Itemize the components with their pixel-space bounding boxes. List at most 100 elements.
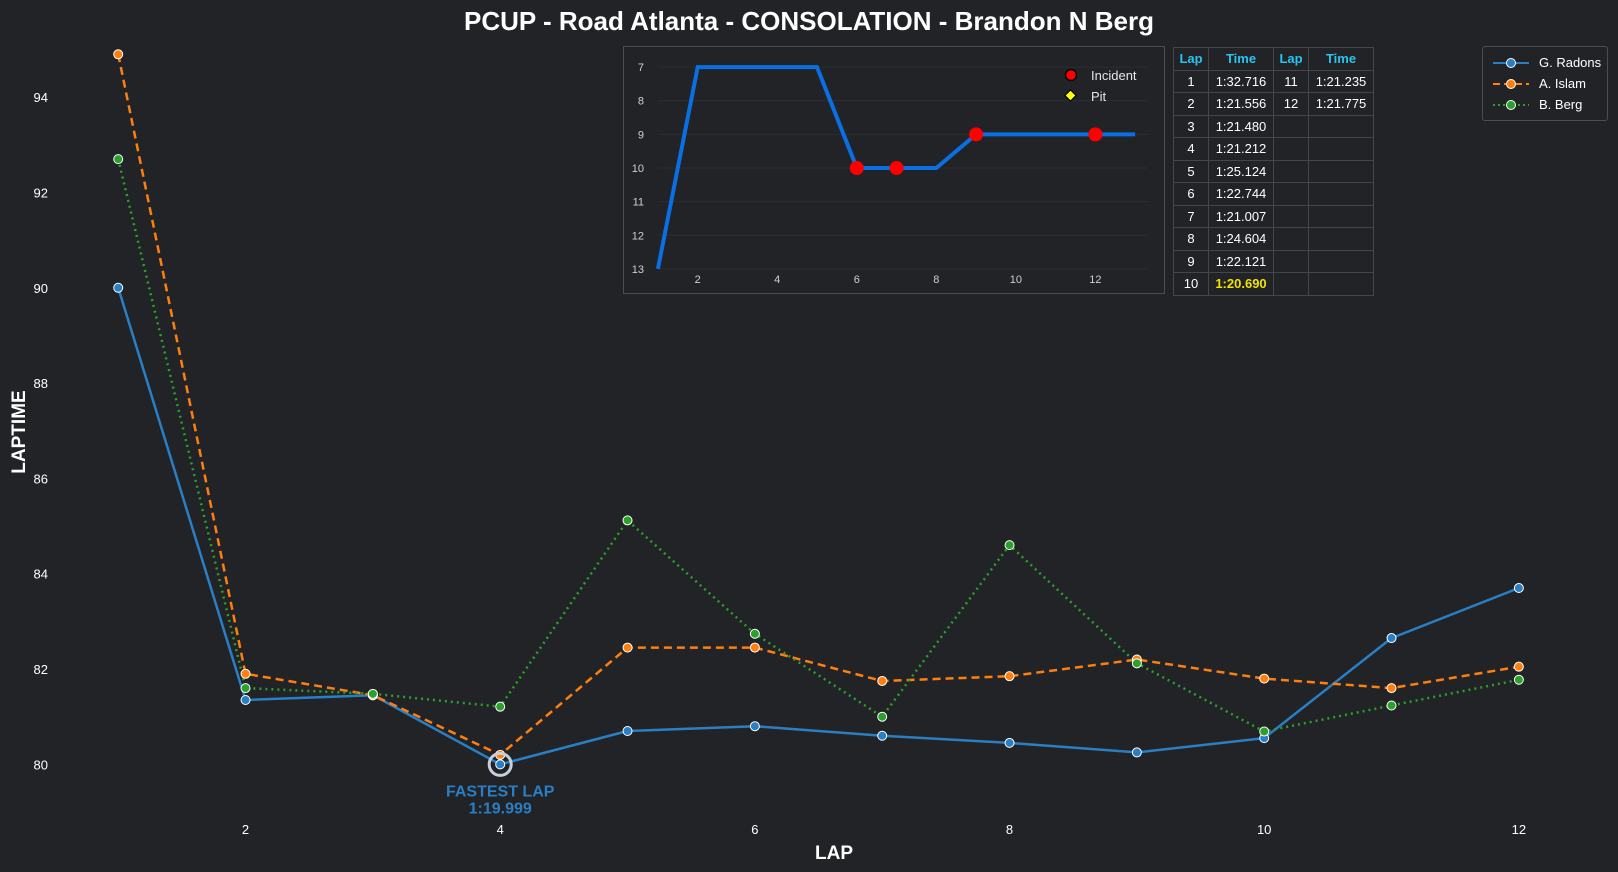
legend-label: B. Berg: [1539, 97, 1583, 112]
lap-number-cell: [1273, 272, 1309, 296]
series-lines: [116, 54, 1520, 766]
lap-time-cell: 1:22.121: [1208, 249, 1274, 273]
lap-number-cell: 2: [1173, 92, 1209, 116]
incident-marker: [889, 161, 904, 175]
data-point: [1131, 658, 1142, 669]
lap-number-cell: 9: [1173, 249, 1209, 273]
lap-number-cell: 11: [1273, 69, 1309, 93]
y-tick-label: 82: [34, 662, 48, 677]
inset-y-tick-label: 10: [632, 163, 644, 175]
inset-x-tick-label: 8: [933, 274, 939, 286]
inset-y-tick-label: 7: [638, 62, 644, 74]
lap-number-cell: 10: [1173, 272, 1209, 296]
inset-x-tick-label: 2: [695, 274, 701, 286]
x-tick-label: 6: [751, 822, 758, 837]
lap-number-cell: [1273, 204, 1309, 228]
lap-times-table: Lap Time Lap Time 1 1:32.716 11 1:21.235 2 1:…: [1173, 47, 1374, 296]
x-tick-label: 12: [1512, 822, 1526, 837]
lap-number-cell: [1273, 137, 1309, 161]
lap-time-cell: 1:21.775: [1308, 92, 1374, 116]
lap-number-cell: 5: [1173, 159, 1209, 183]
incident-legend-label: Incident: [1091, 68, 1137, 83]
time-column-header: Time: [1208, 47, 1274, 71]
inset-x-tick-label: 10: [1010, 274, 1022, 286]
lap-table-row: 2 1:21.556 12 1:21.775: [1173, 92, 1374, 116]
lap-table-header: Lap Time Lap Time: [1173, 47, 1374, 71]
legend-line-radons: [1493, 58, 1529, 68]
y-tick-labels: 80 82 84 86 88 90 92 94: [34, 90, 48, 772]
x-tick-label: 8: [1006, 822, 1013, 837]
data-point: [749, 721, 760, 732]
lap-time-cell: 1:21.480: [1208, 114, 1274, 138]
data-point: [495, 759, 506, 770]
lap-number-cell: 6: [1173, 182, 1209, 206]
data-point: [240, 695, 251, 706]
incident-legend-icon: [1064, 68, 1078, 82]
lap-time-cell: 1:32.716: [1208, 69, 1274, 93]
y-tick-label: 86: [34, 471, 48, 486]
y-tick-label: 88: [34, 376, 48, 391]
lap-time-cell: 1:21.235: [1308, 69, 1374, 93]
series-line-0: [117, 287, 1520, 766]
data-point: [1004, 540, 1015, 551]
lap-table-row: 5 1:25.124: [1173, 159, 1374, 183]
data-point: [622, 725, 633, 736]
data-point: [1386, 633, 1397, 644]
data-point: [495, 701, 506, 712]
x-axis-label: LAP: [815, 843, 853, 864]
data-point: [1131, 747, 1142, 758]
lap-table-row: 1 1:32.716 11 1:21.235: [1173, 69, 1374, 93]
lap-number-cell: [1273, 249, 1309, 273]
lap-column-header: Lap: [1273, 47, 1309, 71]
lap-time-cell: [1308, 227, 1374, 251]
inset-x-tick-label: 4: [774, 274, 780, 286]
y-tick-label: 94: [34, 90, 48, 105]
x-tick-label: 2: [242, 822, 249, 837]
fastest-lap-label: FASTEST LAP: [446, 783, 555, 800]
data-point: [113, 282, 124, 293]
inset-y-tick-label: 11: [633, 197, 644, 209]
data-point: [1386, 700, 1397, 711]
legend-item-berg: B. Berg: [1491, 95, 1607, 115]
data-point: [240, 683, 251, 694]
lap-number-cell: 7: [1173, 204, 1209, 228]
legend-item-radons: G. Radons: [1491, 53, 1607, 73]
lap-time-cell: 1:22.744: [1208, 182, 1274, 206]
inset-x-tick-label: 6: [854, 274, 860, 286]
lap-time-cell: [1308, 137, 1374, 161]
data-point: [1513, 674, 1524, 685]
data-point: [749, 628, 760, 639]
legend-line-islam: [1493, 79, 1529, 89]
data-point: [1513, 661, 1524, 672]
lap-number-cell: 4: [1173, 137, 1209, 161]
incident-marker: [1088, 127, 1103, 142]
series-line-1: [116, 54, 1520, 757]
y-tick-label: 90: [34, 281, 48, 296]
inset-y-tick-labels: 7 8 9 10 11 12 13: [632, 62, 644, 276]
inset-x-tick-labels: 2 4 6 8 10 12: [695, 274, 1102, 286]
incident-markers: [849, 127, 1103, 175]
data-point: [622, 515, 633, 526]
lap-table-row: 10 1:20.690: [1173, 272, 1374, 296]
data-point: [240, 668, 251, 679]
data-point: [622, 642, 633, 653]
lap-time-cell: 1:20.690: [1208, 272, 1274, 296]
chart-title: PCUP - Road Atlanta - CONSOLATION - Bran…: [464, 6, 1154, 36]
inset-x-tick-label: 12: [1089, 274, 1101, 286]
data-point: [877, 711, 888, 722]
data-point: [877, 675, 888, 686]
lap-time-cell: [1308, 182, 1374, 206]
legend-label: A. Islam: [1539, 76, 1586, 91]
legend-item-islam: A. Islam: [1491, 74, 1607, 94]
pit-legend-label: Pit: [1091, 89, 1107, 104]
data-point: [1004, 737, 1015, 748]
lap-table-row: 7 1:21.007: [1173, 204, 1374, 228]
data-point: [113, 49, 124, 60]
incident-marker: [969, 127, 984, 142]
data-point: [749, 642, 760, 653]
lap-time-cell: [1308, 249, 1374, 273]
lap-time-cell: 1:21.556: [1208, 92, 1274, 116]
lap-time-cell: [1308, 204, 1374, 228]
inset-y-tick-label: 12: [632, 230, 644, 242]
